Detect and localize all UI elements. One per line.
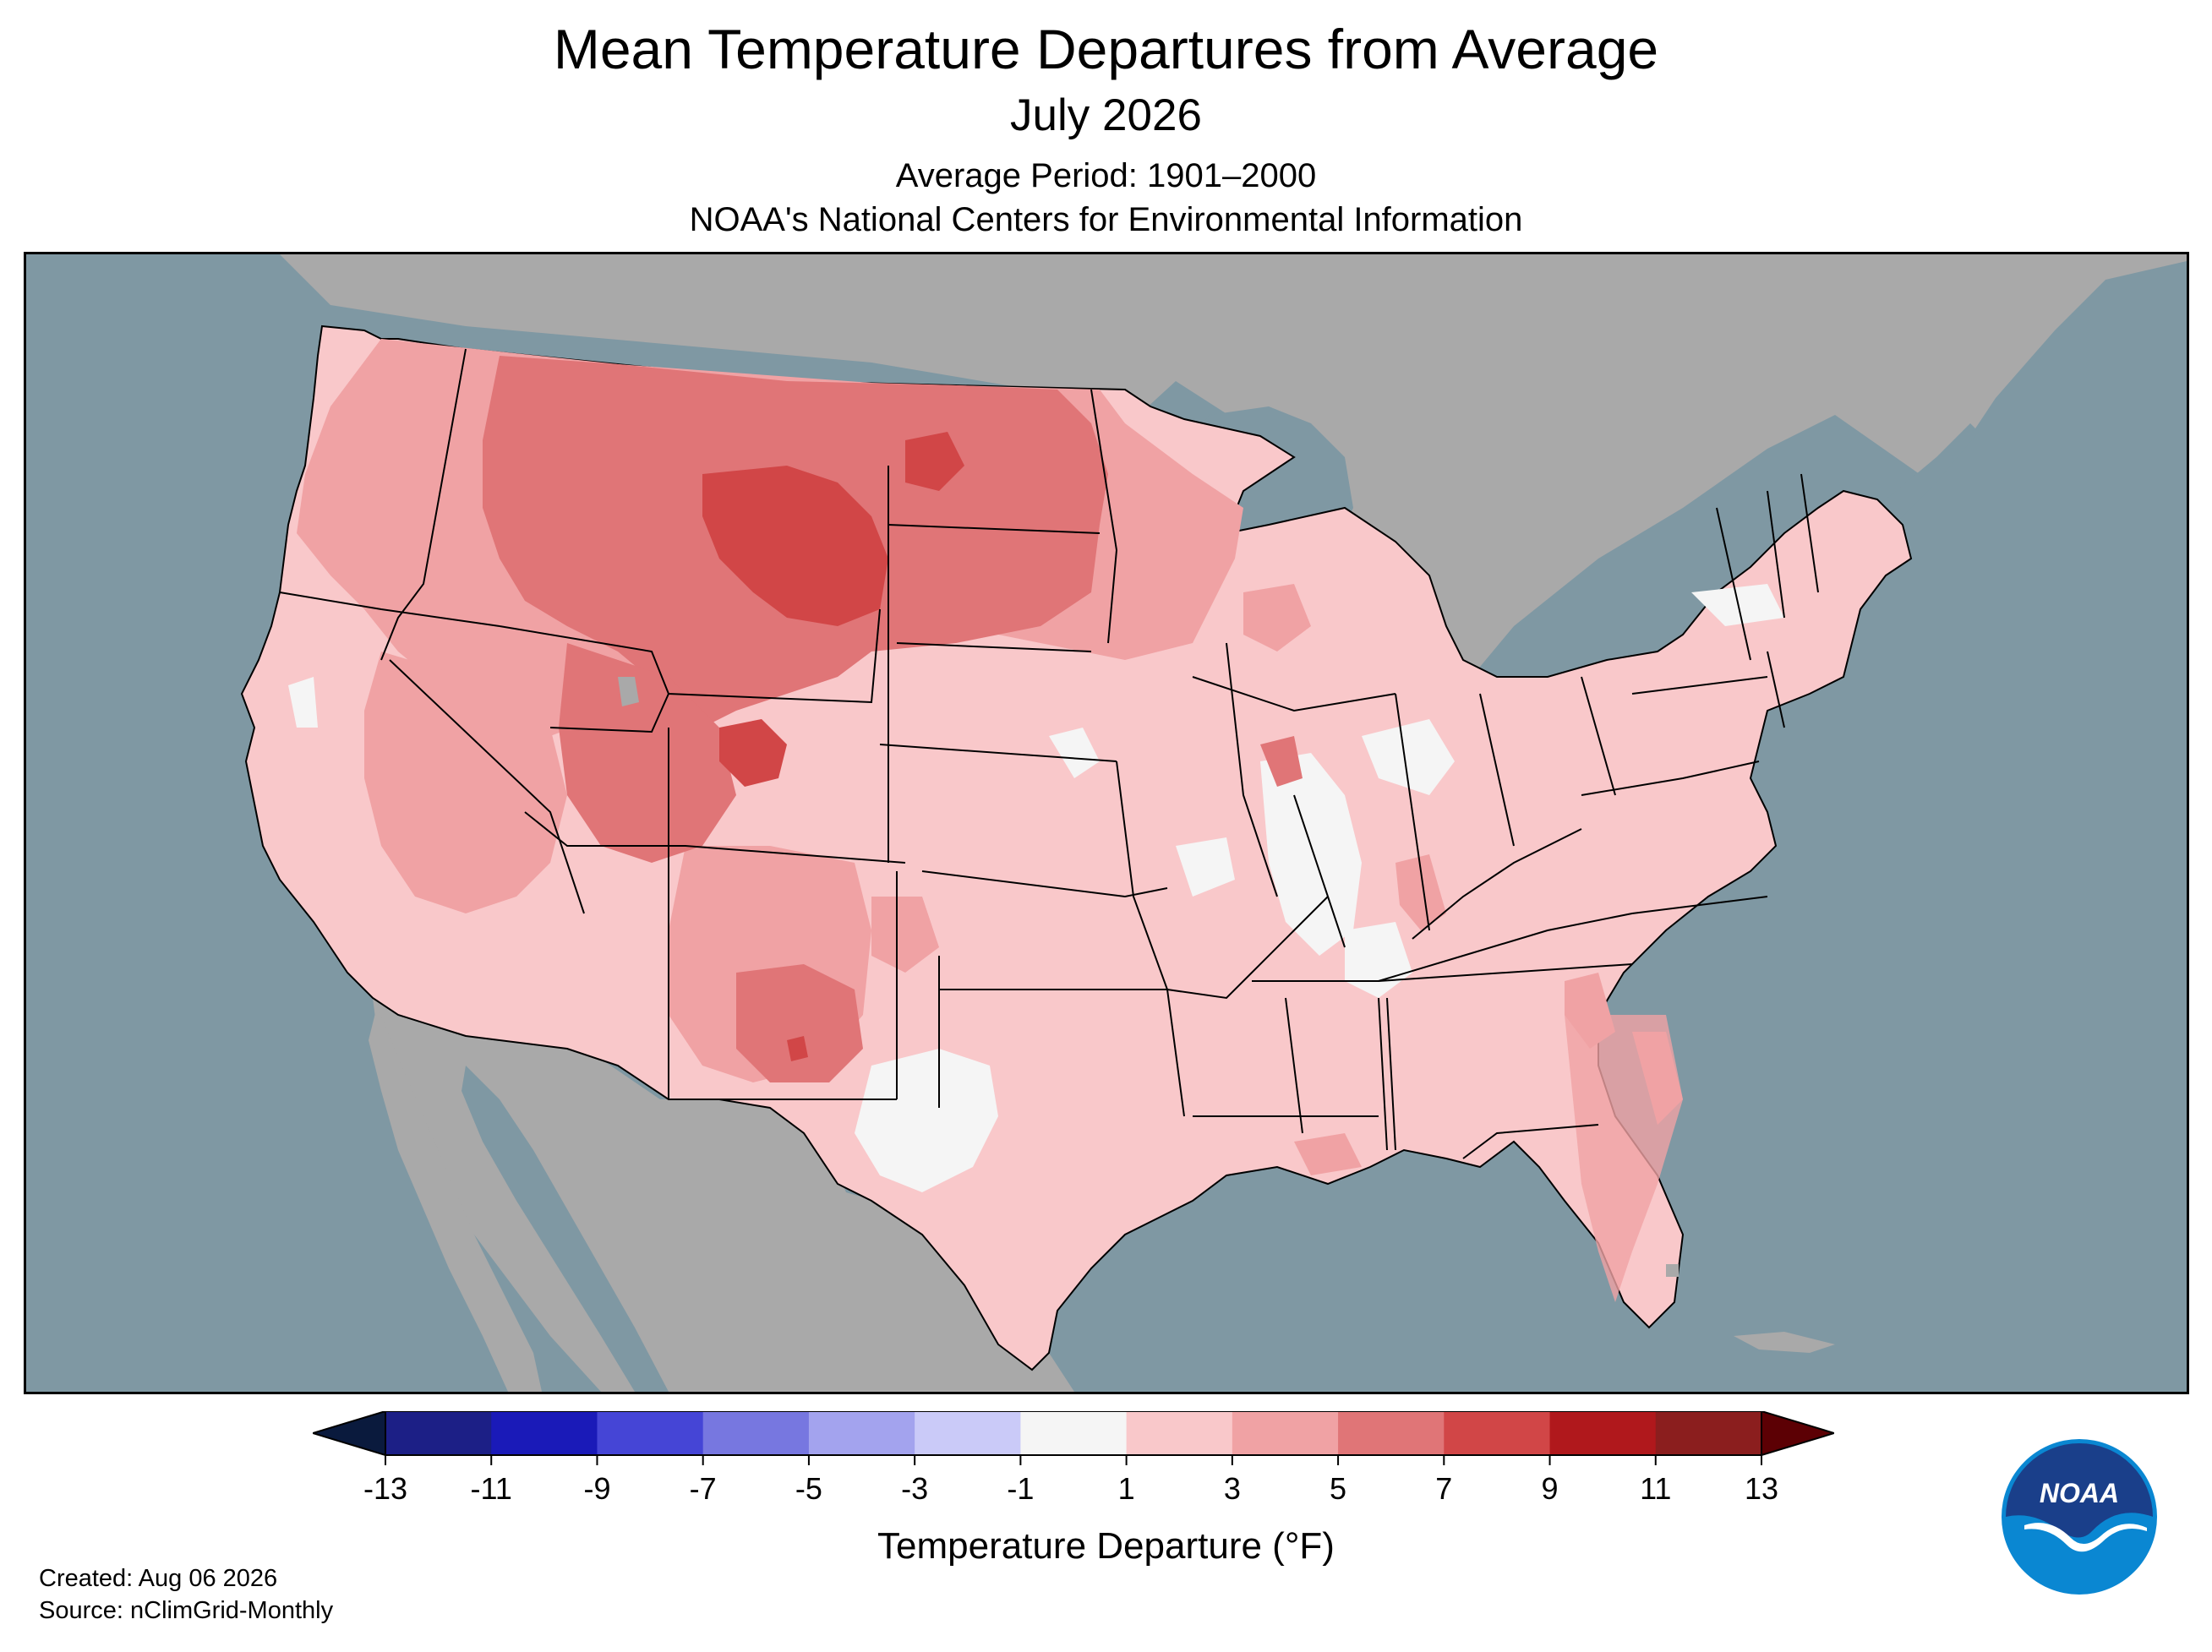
created-date: Created: Aug 06 2026 (39, 1565, 278, 1592)
colorbar-frame (385, 1411, 1762, 1456)
colorbar-segment (491, 1411, 598, 1455)
colorbar-tick-label: 5 (1330, 1471, 1346, 1506)
colorbar-segment (1444, 1411, 1551, 1455)
st-lawrence (1683, 423, 1979, 664)
map-subtitle: July 2026 (1010, 90, 1202, 140)
colorbar-tick-label: 13 (1745, 1471, 1778, 1506)
data-source: Source: nClimGrid-Monthly (39, 1597, 334, 1624)
colorbar-tick-label: -5 (795, 1471, 822, 1506)
temperature-colorbar: -13 -11 -9 -7 -5 -3 -1 1 3 5 7 9 11 13 (313, 1411, 1834, 1506)
near-normal-regions (288, 584, 1784, 1192)
noaa-logo-text: NOAA (2040, 1478, 2119, 1508)
colorbar-tick-label: 3 (1224, 1471, 1241, 1506)
colorbar-over-arrow (1761, 1411, 1834, 1457)
colorbar-segment (1020, 1411, 1128, 1455)
colorbar-under-arrow (313, 1411, 386, 1457)
colorbar-segment (915, 1411, 1021, 1455)
colorbar-tick-label: -1 (1007, 1471, 1034, 1506)
canada-land (280, 254, 2187, 728)
colorbar-label: Temperature Departure (°F) (877, 1525, 1335, 1567)
mexico-land (373, 998, 1074, 1392)
colorbar-tick-label: -11 (471, 1471, 512, 1506)
colorbar-segment (702, 1411, 810, 1455)
colorbar-segment (1126, 1411, 1233, 1455)
colorbar-segment (1655, 1411, 1762, 1455)
colorbar-tick-label: -13 (363, 1471, 407, 1506)
organization: NOAA's National Centers for Environmenta… (689, 201, 1523, 238)
state-boundaries (279, 348, 1819, 1159)
colorbar-tick-label: -7 (690, 1471, 717, 1506)
colorbar-tick-label: -9 (583, 1471, 610, 1506)
map-panel (24, 252, 2189, 1394)
colorbar-segment (597, 1411, 704, 1455)
baja-peninsula (369, 1006, 542, 1392)
colorbar-segment (808, 1411, 915, 1455)
colorbar-tick-label: 1 (1118, 1471, 1135, 1506)
colorbar-segment (1549, 1411, 1657, 1455)
colorbar-segment (1338, 1411, 1445, 1455)
colorbar-tick-label: -3 (901, 1471, 928, 1506)
colorbar-tick-label: 9 (1542, 1471, 1559, 1506)
no-data-areas (618, 677, 1679, 1277)
noaa-logo: NOAA (2002, 1439, 2157, 1595)
us-temperature-map (240, 254, 2187, 1392)
colorbar-segment (385, 1411, 492, 1455)
colorbar-segment (1232, 1411, 1339, 1455)
gulf-of-california (462, 1066, 669, 1392)
map-title: Mean Temperature Departures from Average (553, 18, 1659, 80)
colorbar-tick-label: 7 (1435, 1471, 1452, 1506)
caribbean-land (1734, 1332, 1835, 1353)
colorbar-tick-label: 11 (1640, 1471, 1671, 1506)
average-period: Average Period: 1901–2000 (895, 157, 1317, 194)
anomaly-7-9-regions (702, 432, 964, 1061)
